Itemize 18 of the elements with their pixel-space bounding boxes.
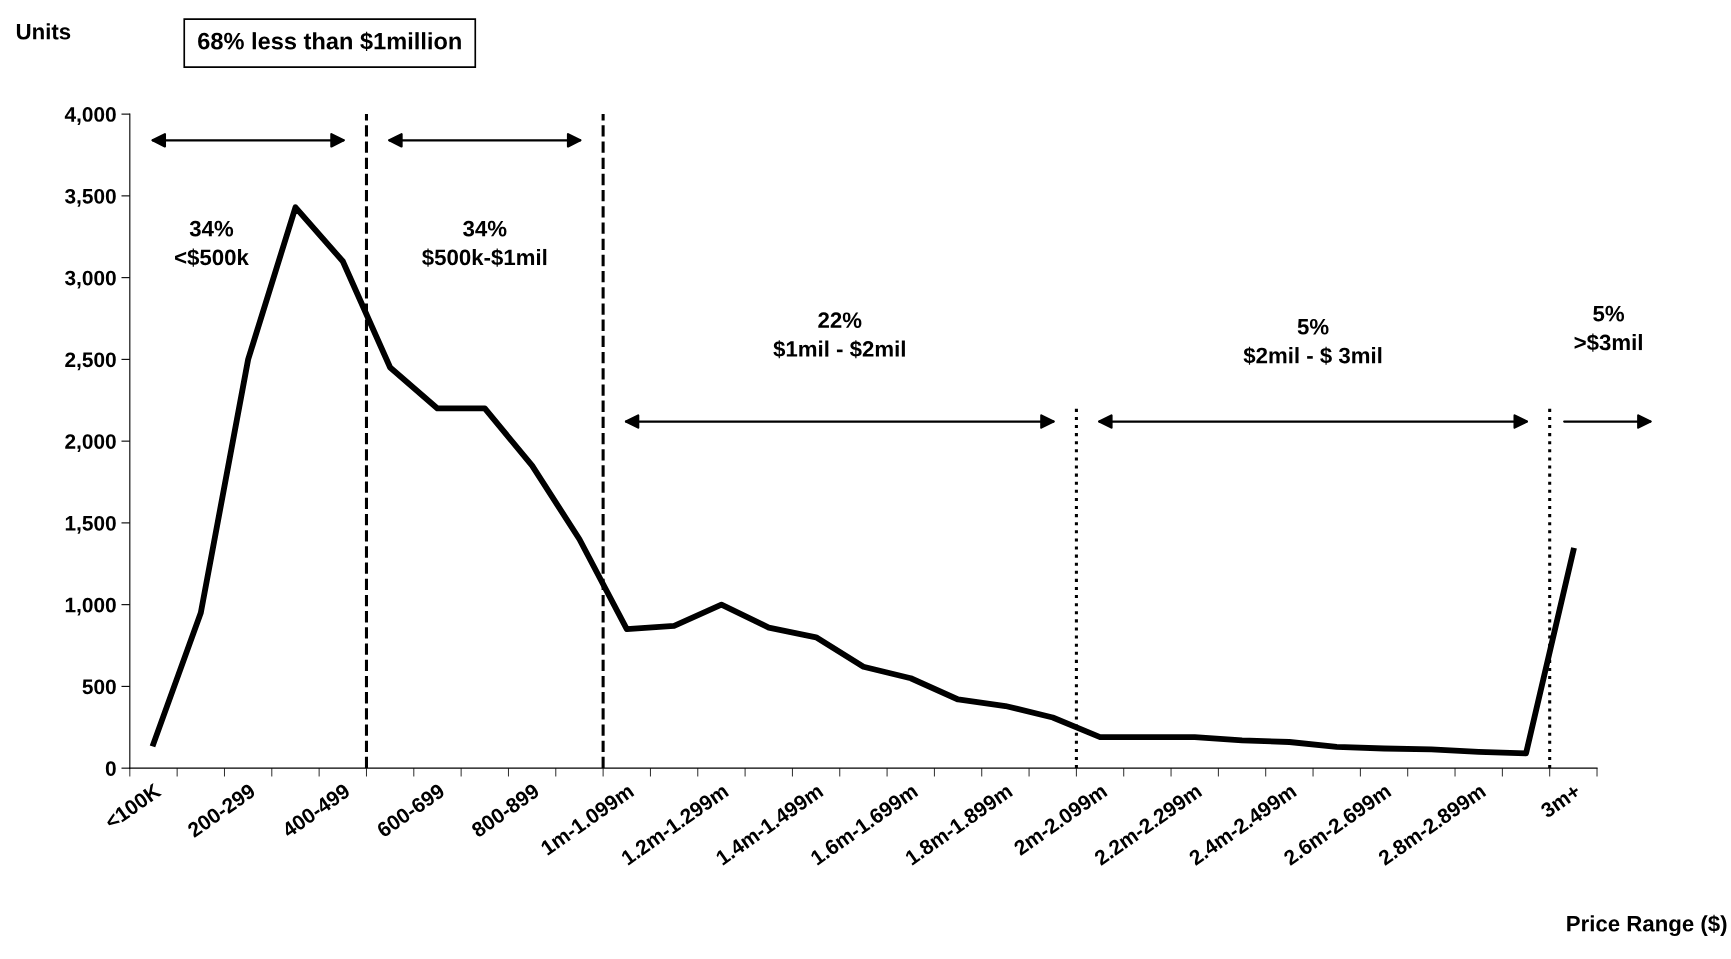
annotation: 34% $500k-$1mil xyxy=(422,220,547,267)
y-tick-label: 0 xyxy=(105,761,116,776)
annotation: 5% >$3mil xyxy=(1574,305,1642,352)
y-axis-title: Units xyxy=(16,23,71,40)
y-tick-label: 2,000 xyxy=(65,434,116,452)
x-tick-label: 3m+ xyxy=(1539,782,1582,819)
x-axis-title: Price Range ($) xyxy=(1567,914,1727,937)
y-tick-label: 1,000 xyxy=(65,597,116,616)
annotation: 5% $2mil - $ 3mil xyxy=(1243,318,1382,365)
y-tick-label: 1,500 xyxy=(65,515,116,534)
annotation: 34% <$500k xyxy=(175,220,249,267)
y-tick-label: 3,500 xyxy=(64,188,116,207)
y-tick-label: 4,000 xyxy=(64,107,116,125)
y-tick-label: 500 xyxy=(82,679,116,695)
text: 68% less than $1million xyxy=(198,31,461,52)
y-tick-label: 3,000 xyxy=(64,270,116,289)
annotation: 22% $1mil - $2mil xyxy=(773,312,905,359)
y-tick-label: 2,500 xyxy=(65,352,116,371)
